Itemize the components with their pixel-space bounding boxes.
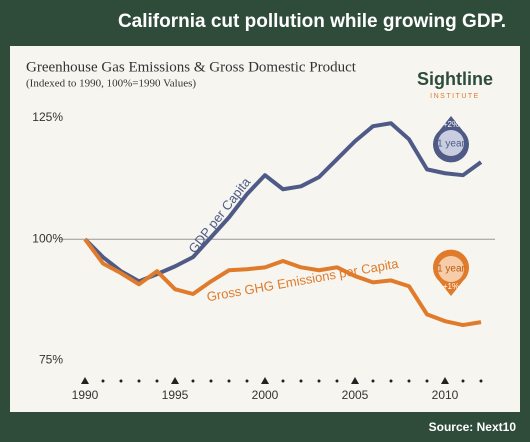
badge-text: 1 year	[437, 139, 465, 150]
year-dot	[317, 379, 321, 383]
year-dot	[335, 379, 339, 383]
x-tick	[171, 377, 179, 384]
panel	[10, 46, 520, 412]
badge-text: +2%	[443, 120, 459, 129]
year-dot	[119, 379, 123, 383]
gdp-badge-inner	[438, 130, 464, 156]
year-dot	[299, 379, 303, 383]
ghg-badge-inner	[438, 256, 464, 282]
chart-title: Greenhouse Gas Emissions & Gross Domesti…	[26, 59, 357, 75]
year-dot	[155, 379, 159, 383]
year-dot	[209, 379, 213, 383]
y-tick-label: 125%	[32, 110, 63, 124]
logo: Sightline	[417, 69, 493, 89]
x-tick-label: 1995	[162, 388, 189, 402]
chart-subtitle: (Indexed to 1990, 100%=1990 Values)	[26, 78, 196, 90]
series-line	[83, 238, 482, 328]
x-tick-label: 1990	[72, 388, 99, 402]
year-dot	[479, 379, 483, 383]
x-tick-label: 2010	[432, 388, 459, 402]
year-dot	[137, 379, 141, 383]
y-tick-label: 100%	[32, 231, 63, 245]
x-tick	[81, 377, 89, 384]
year-dot	[245, 379, 249, 383]
year-dot	[227, 379, 231, 383]
source: Source: Next10	[429, 420, 517, 434]
year-dot	[407, 379, 411, 383]
x-tick	[261, 377, 269, 384]
badge-text: +1%	[443, 282, 459, 291]
x-tick	[441, 377, 449, 384]
year-dot	[461, 379, 465, 383]
year-dot	[371, 379, 375, 383]
year-dot	[101, 379, 105, 383]
badge-text: 1 year	[437, 264, 465, 275]
headline: California cut pollution while growing G…	[118, 11, 506, 32]
year-dot	[425, 379, 429, 383]
logo-sub: INSTITUTE	[430, 93, 480, 100]
year-dot	[191, 379, 195, 383]
x-tick	[351, 377, 359, 384]
y-tick-label: 75%	[39, 353, 63, 367]
year-dot	[281, 379, 285, 383]
x-tick-label: 2005	[342, 388, 369, 402]
x-tick-label: 2000	[252, 388, 279, 402]
year-dot	[389, 379, 393, 383]
